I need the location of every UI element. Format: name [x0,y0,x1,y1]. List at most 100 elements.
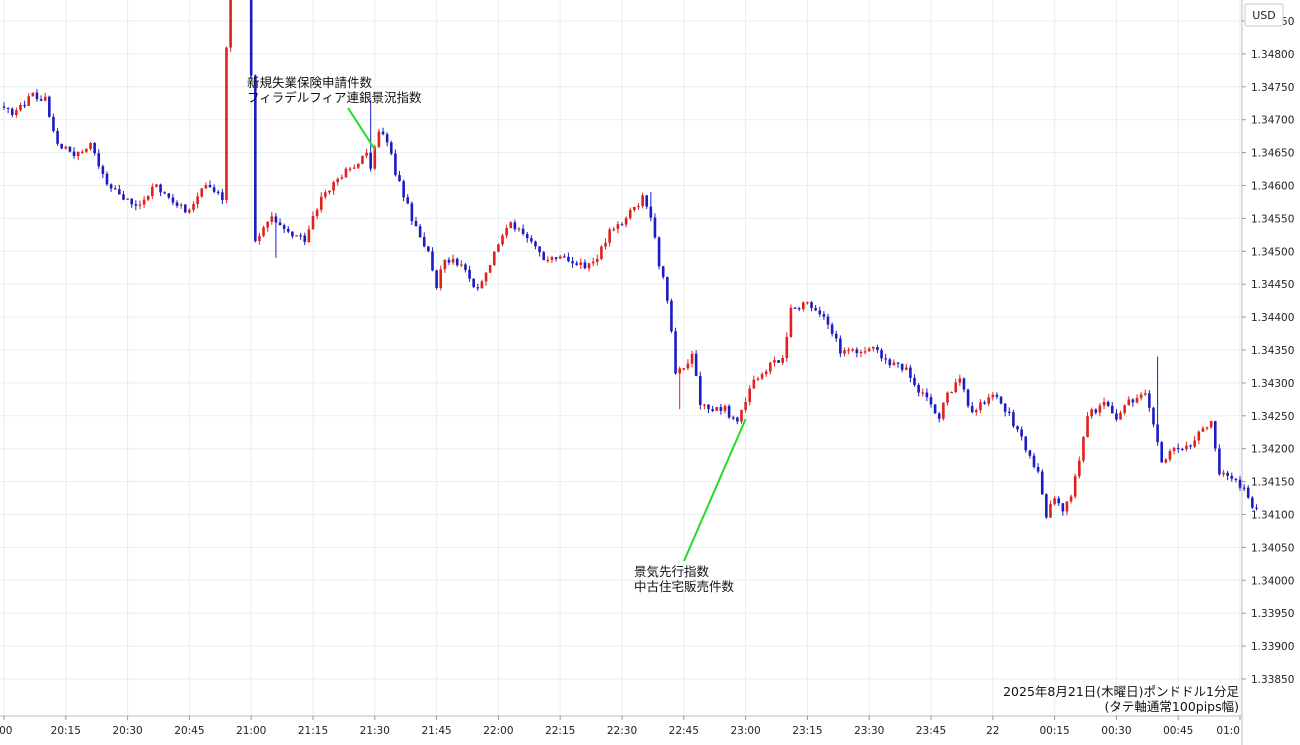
candle-body [332,182,335,191]
candle-body [674,331,677,374]
candle-body [385,134,389,143]
candle-body [501,235,504,245]
candle-body [402,181,405,198]
chart-caption-line1: 2025年8月21日(木曜日)ポンドドル1分足 [1003,684,1239,699]
candle-body [797,308,801,310]
candle-body [307,229,311,243]
candle-body [530,238,533,242]
candle-body [410,203,414,222]
candle-body [839,338,842,354]
candle-body [567,256,570,262]
annotation-text: 景気先行指数中古住宅販売件数 [634,564,735,594]
candle [480,279,484,289]
candle [892,359,896,366]
candle-body [1069,496,1073,502]
candle-body [962,378,966,390]
candle-body [138,204,142,206]
candle [52,113,55,133]
candle [1209,420,1213,429]
candle-body [806,302,809,304]
candle-body [579,262,583,265]
candle [872,346,875,352]
candle [311,211,315,230]
candle [118,184,121,195]
candle-body [649,206,653,218]
price-axis: 1.348501.348001.347501.347001.346501.346… [1242,16,1294,686]
candle-body [711,409,714,411]
candle [567,252,570,263]
candle-body [451,258,455,263]
candle-body [431,251,434,271]
candle [937,411,941,423]
candle [1172,446,1176,455]
candle-body [867,348,871,352]
candle [278,218,282,226]
candle-body [575,263,578,265]
candle [942,402,945,421]
candle-body [913,377,916,385]
candle [896,362,900,368]
candle-body [801,302,805,310]
candle [340,174,344,180]
candle-body [1152,407,1155,425]
candle [64,145,68,150]
candle-body [707,404,710,410]
candle-body [620,224,624,226]
candle-body [703,404,706,406]
candle-body [35,92,39,100]
candle [909,364,912,383]
candle-body [468,269,471,279]
candle-body [1028,450,1032,456]
candle [286,226,290,234]
candle-body [657,237,661,267]
candle-body [624,218,628,225]
candle [389,140,393,156]
candle-body [933,404,937,414]
candle-body [847,349,850,352]
candle [999,396,1003,405]
candle [68,146,72,153]
time-tick-label: 01:0 [1216,725,1240,737]
candle-body [1082,437,1085,461]
candle [130,198,134,208]
candle [299,232,302,240]
candle [31,92,35,97]
candle-body [715,407,719,411]
candle-body [455,258,459,266]
candle-body [719,407,723,411]
candle [89,141,92,151]
candle-body [171,197,175,203]
candle [859,349,863,358]
annotation-line-2: フィラデルフィア連銀景況指数 [247,90,422,105]
time-tick-label: 00:45 [1163,725,1193,737]
candle [126,198,129,200]
candle-body [1106,401,1110,406]
candle-body [1115,413,1118,420]
price-tick-label: 1.34050 [1251,542,1294,554]
candle-body [1185,445,1188,450]
candle [1230,472,1234,482]
candle [163,191,166,195]
candle-body [1251,497,1254,508]
candle-body [769,362,772,372]
candle-body [80,151,84,153]
candle-body [888,359,892,366]
candle [282,223,286,233]
candle [950,391,953,394]
candle [513,219,517,232]
candle [435,269,438,290]
candle [558,254,562,259]
grid-lines [0,0,1242,716]
candle-body [105,173,109,185]
candle [521,224,525,236]
candle [365,148,368,159]
candle [266,220,269,232]
candle [1148,390,1151,412]
candle [414,217,418,227]
candle [101,164,105,179]
candle [258,232,261,245]
candle [1242,484,1246,492]
candle-body [587,263,591,269]
candle-body [513,222,517,230]
candle-body [785,336,789,359]
